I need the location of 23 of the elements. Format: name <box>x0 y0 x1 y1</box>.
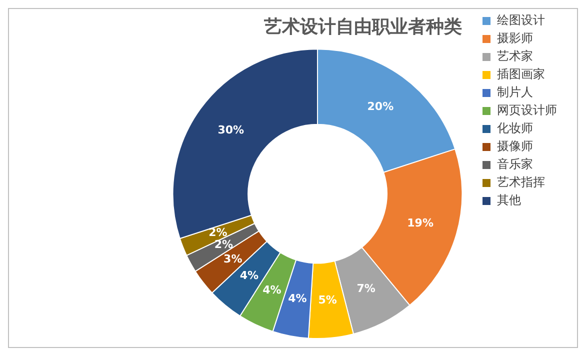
data-label: 30% <box>218 124 244 137</box>
legend-label: 制片人 <box>497 85 533 100</box>
legend-label: 网页设计师 <box>497 103 557 118</box>
legend-label: 化妆师 <box>497 121 533 136</box>
data-label: 20% <box>367 100 394 114</box>
data-label: 19% <box>407 216 434 230</box>
legend-label: 艺术家 <box>497 49 533 64</box>
data-label: 7% <box>356 282 376 296</box>
chart-title: 艺术设计自由职业者种类 <box>263 16 462 38</box>
legend-label: 绘图设计 <box>497 13 545 28</box>
legend-label: 摄像师 <box>497 139 533 154</box>
data-label: 4% <box>288 292 307 305</box>
legend-label: 其他 <box>497 193 521 208</box>
legend-label: 艺术指挥 <box>497 175 545 190</box>
data-label: 3% <box>224 252 242 266</box>
data-label: 4% <box>240 269 259 282</box>
legend-label: 摄影师 <box>497 31 533 46</box>
legend-label: 插图画家 <box>497 67 545 82</box>
data-label: 5% <box>318 293 337 306</box>
data-label: 4% <box>262 284 282 297</box>
data-label: 2% <box>214 238 234 252</box>
legend-label: 音乐家 <box>497 157 533 172</box>
data-label: 2% <box>208 226 228 240</box>
